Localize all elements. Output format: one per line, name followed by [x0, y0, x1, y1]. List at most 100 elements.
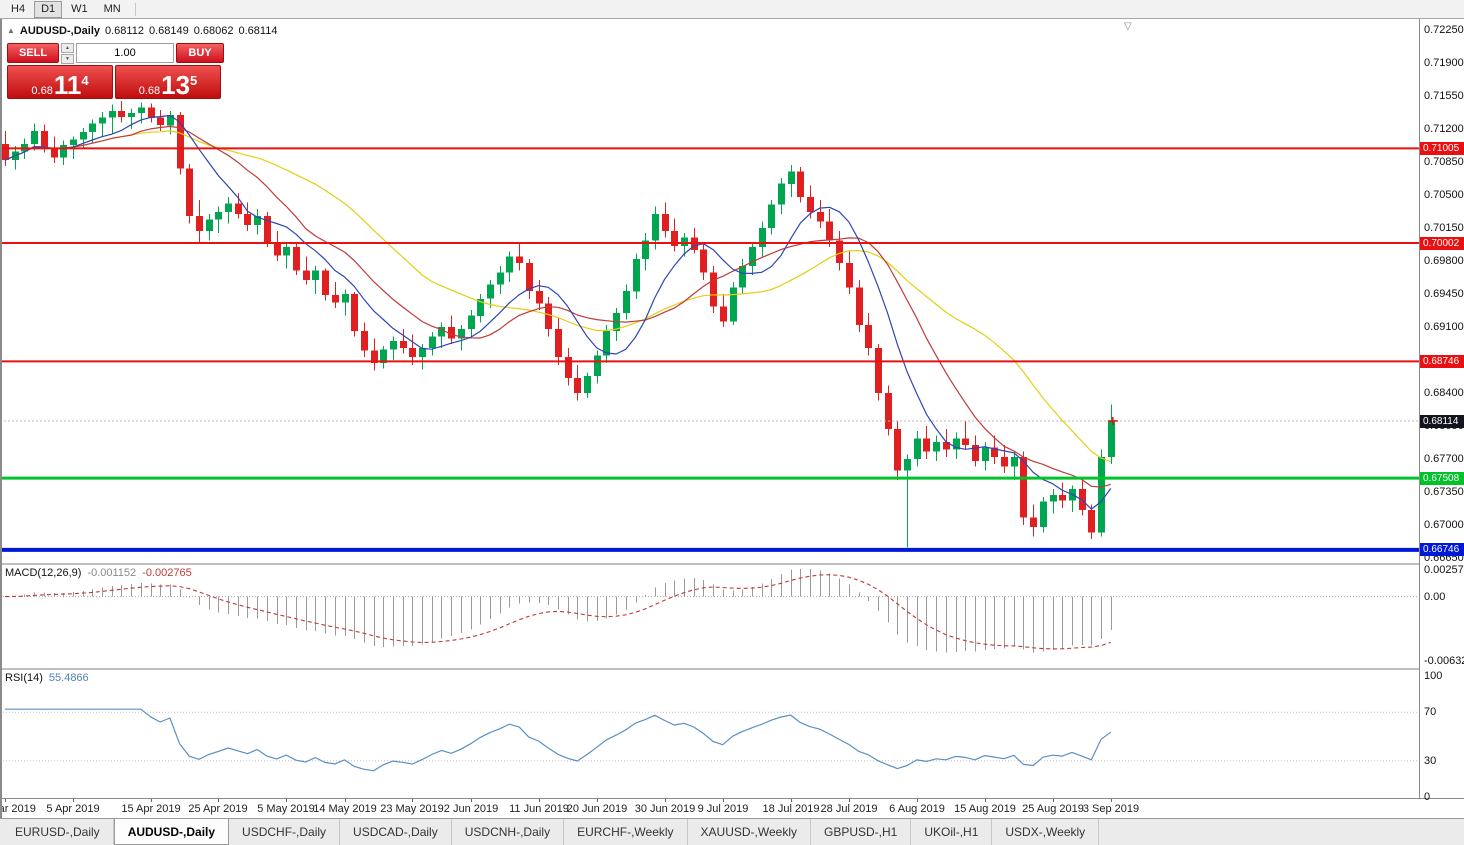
candle — [12, 146, 19, 170]
rsi-value: 55.4866 — [48, 672, 89, 684]
macd-signal-value: -0.002765 — [142, 567, 192, 579]
price-axis-label: 0.71900 — [1424, 57, 1464, 69]
price-axis-label: 0.71550 — [1424, 90, 1464, 102]
candle — [1001, 444, 1008, 474]
chart-tab-usdcad-daily[interactable]: USDCAD-,Daily — [340, 819, 452, 845]
time-axis[interactable]: 27 Mar 2019 5 Apr 2019 15 Apr 2019 25 Apr 2… — [0, 798, 1464, 818]
price-pane[interactable]: ▲ AUDUSD-,Daily 0.68112 0.68149 0.68062 … — [0, 19, 1419, 563]
volume-increase-button[interactable]: ▲ — [61, 43, 74, 53]
candle — [312, 265, 319, 295]
candle — [487, 279, 494, 309]
chart-window: ▲ AUDUSD-,Daily 0.68112 0.68149 0.68062 … — [0, 19, 1464, 818]
candle — [836, 230, 843, 271]
timeframe-button-w1[interactable]: W1 — [64, 1, 95, 18]
candle — [526, 259, 533, 299]
date-label: 23 May 2019 — [380, 803, 444, 815]
chart-tab-eurchf-weekly[interactable]: EURCHF-,Weekly — [564, 819, 688, 845]
chart-tab-usdchf-daily[interactable]: USDCHF-,Daily — [229, 819, 341, 845]
price-axis-label: 0.69800 — [1424, 255, 1464, 267]
candle — [186, 163, 193, 224]
candle — [768, 199, 775, 235]
chart-tab-gbpusd-h1[interactable]: GBPUSD-,H1 — [811, 819, 912, 845]
date-label: 5 Apr 2019 — [46, 803, 100, 815]
volume-decrease-button[interactable]: ▼ — [61, 54, 74, 64]
timeframe-button-d1[interactable]: D1 — [34, 0, 63, 18]
date-tick — [665, 799, 666, 802]
candle — [730, 281, 737, 326]
macd-title: MACD(12,26,9) — [5, 567, 82, 579]
price-axis-label: 0.70150 — [1424, 222, 1464, 234]
candle — [923, 426, 930, 460]
timeframe-button-h4[interactable]: H4 — [4, 1, 32, 18]
candle — [856, 279, 863, 332]
rsi-axis-label: 70 — [1424, 706, 1437, 719]
buy-button[interactable]: BUY — [176, 43, 224, 63]
rsi-canvas[interactable] — [0, 670, 1419, 798]
date-label: 27 Mar 2019 — [0, 803, 36, 815]
candle — [662, 202, 669, 238]
candle — [710, 265, 717, 313]
timeframe-buttons-group: H4 D1 W1 MN — [4, 0, 128, 18]
candle — [846, 251, 853, 295]
candle — [623, 284, 630, 320]
candle — [109, 104, 116, 134]
candle — [914, 430, 921, 467]
date-tick — [985, 799, 986, 802]
candle — [953, 432, 960, 460]
price-axis-label: 0.69100 — [1424, 321, 1464, 333]
candle — [817, 199, 824, 229]
rsi-pane[interactable]: RSI(14) 55.4866 — [0, 670, 1419, 798]
price-chart-canvas[interactable] — [0, 19, 1419, 563]
buy-price-display[interactable]: 0.68 13 5 — [115, 65, 221, 99]
collapse-trade-panel-icon[interactable]: ▲ — [7, 26, 15, 35]
chart-tab-audusd-daily[interactable]: AUDUSD-,Daily — [113, 819, 230, 845]
candle — [642, 232, 649, 271]
date-tick — [345, 799, 346, 802]
timeframe-button-mn[interactable]: MN — [97, 1, 128, 18]
candle — [254, 209, 261, 235]
date-tick — [1053, 799, 1054, 802]
price-axis[interactable]: 0.72250 0.71900 0.71550 0.71200 0.70850 0.705… — [1419, 19, 1464, 803]
candle — [991, 435, 998, 464]
chart-tab-eurusd-daily[interactable]: EURUSD-,Daily — [2, 819, 114, 845]
sell-price-big-digits: 11 — [53, 70, 82, 100]
chart-tab-ukoil-h1[interactable]: UKOil-,H1 — [911, 819, 993, 845]
volume-input[interactable] — [76, 43, 174, 63]
date-label: 15 Aug 2019 — [954, 803, 1016, 815]
candle — [497, 265, 504, 295]
symbol-ohlc-line: ▲ AUDUSD-,Daily 0.68112 0.68149 0.68062 … — [7, 25, 277, 37]
candle — [458, 325, 465, 351]
ma-line-8 — [4, 114, 1112, 510]
sell-button[interactable]: SELL — [7, 43, 59, 63]
price-tag: 0.66746 — [1420, 543, 1464, 557]
sell-price-pip-digit: 4 — [81, 73, 89, 88]
candle — [894, 421, 901, 480]
candle — [196, 199, 203, 245]
candle — [788, 164, 795, 197]
ma-line-14 — [4, 125, 1111, 488]
pane-splitter[interactable] — [0, 563, 1419, 565]
candle — [962, 421, 969, 450]
candle — [1030, 504, 1037, 537]
chart-tab-xauusd-weekly[interactable]: XAUUSD-,Weekly — [688, 819, 811, 845]
chart-tab-usdx-weekly[interactable]: USDX-,Weekly — [992, 819, 1100, 845]
macd-axis-label: -0.006326 — [1424, 655, 1464, 668]
pane-splitter[interactable] — [0, 668, 1419, 670]
macd-axis-label: 0.00 — [1424, 590, 1446, 603]
date-tick — [849, 799, 850, 802]
chart-shift-marker-icon[interactable]: ▽ — [1124, 21, 1132, 32]
date-tick — [151, 799, 152, 802]
last-tick-marker — [1107, 416, 1118, 425]
candle — [51, 136, 58, 163]
window-left-border — [0, 19, 2, 818]
candle — [361, 322, 368, 358]
date-tick — [597, 799, 598, 802]
candle — [148, 103, 155, 123]
price-axis-label: 0.67700 — [1424, 453, 1464, 465]
date-label: 3 Sep 2019 — [1082, 803, 1140, 815]
chart-tab-usdcnh-daily[interactable]: USDCNH-,Daily — [452, 819, 565, 845]
macd-pane[interactable]: MACD(12,26,9) -0.001152 -0.002765 — [0, 565, 1419, 668]
sell-price-display[interactable]: 0.68 11 4 — [7, 65, 113, 99]
macd-canvas[interactable] — [0, 565, 1419, 668]
